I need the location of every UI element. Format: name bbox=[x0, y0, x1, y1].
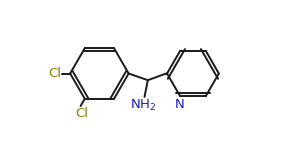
Text: N: N bbox=[175, 98, 185, 111]
Text: Cl: Cl bbox=[75, 107, 88, 120]
Text: Cl: Cl bbox=[48, 67, 61, 80]
Text: NH$_2$: NH$_2$ bbox=[131, 98, 157, 113]
